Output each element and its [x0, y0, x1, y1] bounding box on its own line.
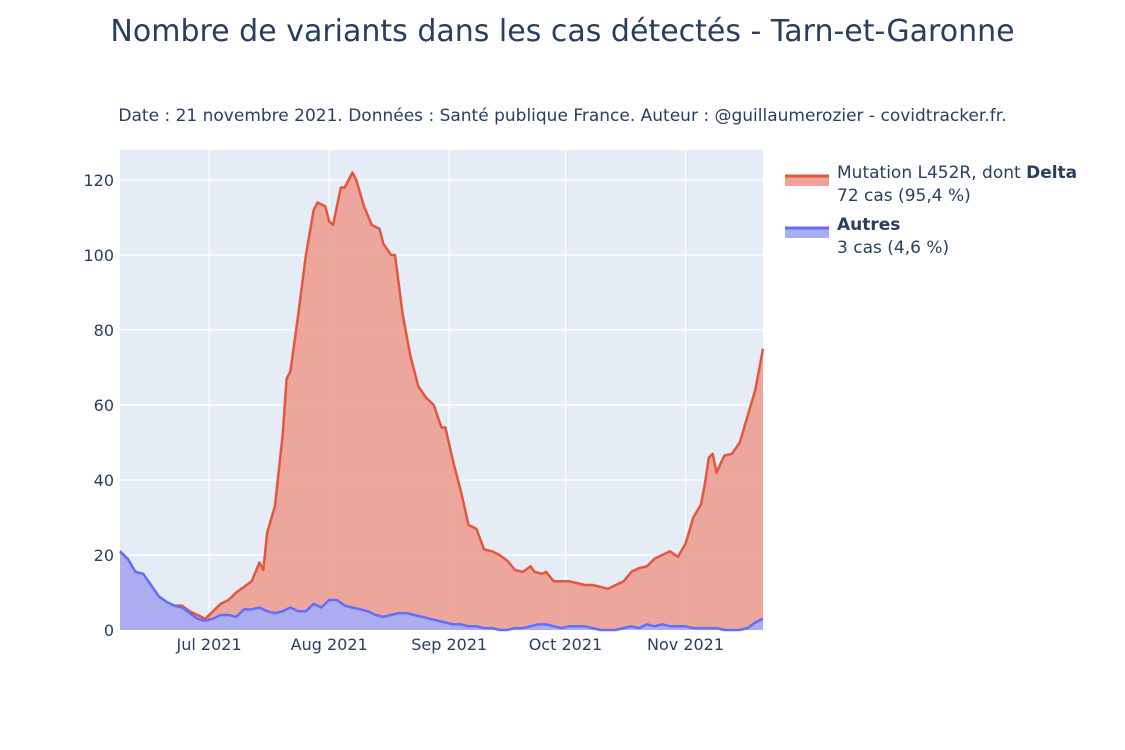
x-tick-label: Aug 2021	[291, 635, 368, 654]
y-axis-ticks: 0 20 40 60 80 100 120	[83, 171, 114, 640]
y-tick-label: 20	[94, 546, 114, 565]
legend-entry-detail: 72 cas (95,4 %)	[837, 186, 971, 206]
legend-name-prefix: Mutation L452R, dont	[837, 163, 1026, 183]
x-tick-label: Sep 2021	[411, 635, 487, 654]
legend-swatch	[785, 176, 829, 186]
legend-entry-name: Autres	[837, 215, 900, 235]
chart-subtitle: Date : 21 novembre 2021. Données : Santé…	[118, 106, 1007, 126]
series-delta-line	[119, 171, 765, 621]
y-tick-label: 100	[83, 246, 114, 265]
series-autres-line	[119, 550, 764, 632]
y-tick-label: 40	[94, 471, 114, 490]
legend-entry-detail: 3 cas (4,6 %)	[837, 238, 949, 258]
x-axis-ticks: Jul 2021 Aug 2021 Sep 2021 Oct 2021 Nov 2021	[176, 635, 725, 654]
x-tick-label: Jul 2021	[176, 635, 242, 654]
y-tick-label: 60	[94, 396, 114, 415]
legend-swatch	[785, 228, 829, 238]
series-areas	[119, 171, 765, 632]
legend-entry-name: Mutation L452R, dont Delta	[837, 163, 1077, 183]
chart-title: Nombre de variants dans les cas détectés…	[110, 14, 1015, 49]
x-tick-label: Oct 2021	[529, 635, 602, 654]
legend-name-bold: Autres	[837, 215, 900, 235]
y-tick-label: 120	[83, 171, 114, 190]
series-delta-area	[120, 172, 763, 630]
y-tick-label: 80	[94, 321, 114, 340]
y-tick-label: 0	[104, 621, 114, 640]
legend: Mutation L452R, dont Delta 72 cas (95,4 %…	[785, 163, 1077, 258]
series-autres-area	[120, 551, 763, 630]
legend-name-bold: Delta	[1026, 163, 1077, 183]
x-tick-label: Nov 2021	[647, 635, 724, 654]
